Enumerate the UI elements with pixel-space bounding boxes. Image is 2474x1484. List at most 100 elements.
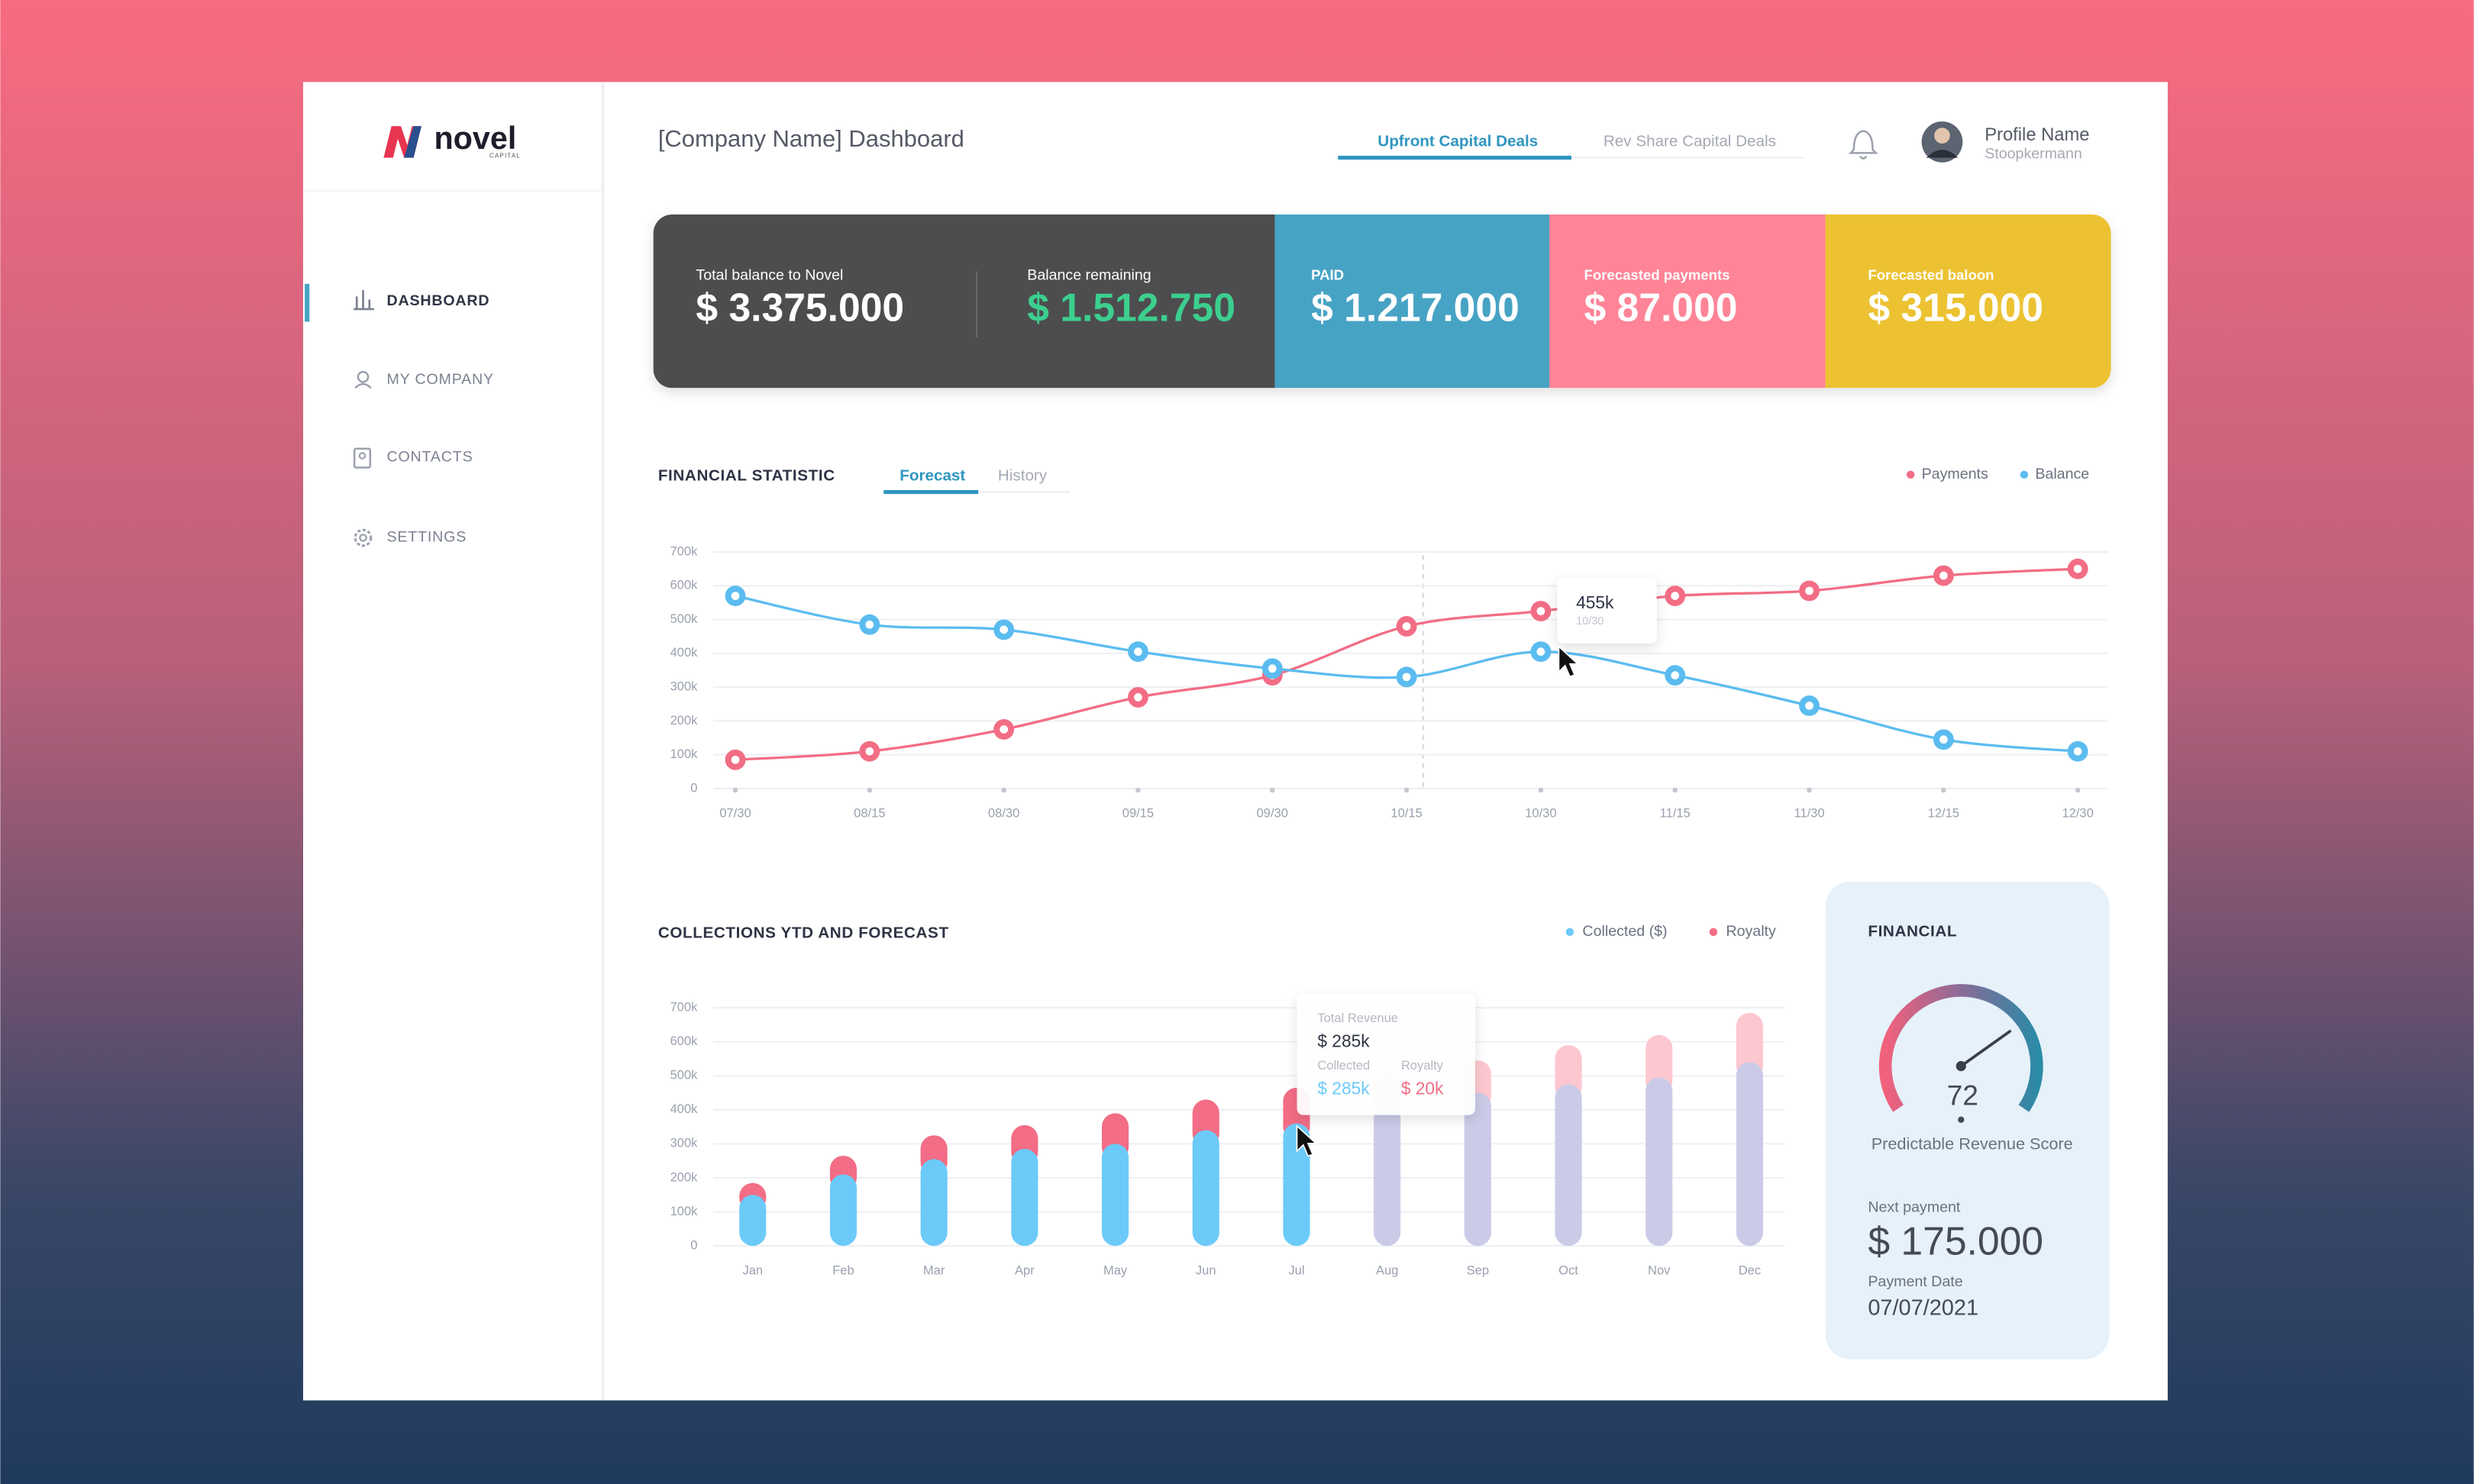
data-point-center	[731, 755, 740, 764]
y-tick-label: 100k	[670, 1204, 699, 1218]
x-tick-dot	[1403, 787, 1410, 793]
menu-icon	[354, 290, 374, 311]
card-paid	[1274, 214, 1550, 389]
y-tick-label: 100k	[670, 747, 699, 761]
bar-segment	[829, 1174, 858, 1247]
card-label: Balance remaining	[1027, 267, 1151, 284]
menu-dashboard[interactable]: DASHBOARD	[354, 290, 489, 311]
tooltip-value: $ 20k	[1401, 1079, 1444, 1098]
x-tick-label: Aug	[1376, 1263, 1398, 1277]
y-tick-label: 600k	[670, 578, 699, 592]
payment-date-label: Payment Date	[1868, 1273, 1962, 1290]
data-point-center	[1134, 647, 1142, 657]
gauge-arc	[1878, 984, 2043, 1112]
legend-dot	[1709, 928, 1718, 937]
next-payment-label: Next payment	[1868, 1199, 1961, 1216]
tooltip-total: $ 285k	[1317, 1031, 1370, 1051]
cursor	[1558, 645, 1580, 678]
bar-segment	[1283, 1123, 1310, 1247]
x-tick-label: Jun	[1196, 1263, 1216, 1277]
y-tick-label: 0	[690, 780, 697, 795]
x-tick-label: 11/30	[1794, 805, 1824, 820]
panel-title: FINANCIAL	[1868, 922, 1957, 940]
y-tick-label: 400k	[670, 1102, 699, 1116]
bar-segment	[1736, 1062, 1763, 1247]
x-tick-dot	[1538, 787, 1544, 793]
bar-segment	[1374, 1105, 1401, 1247]
menu-icon	[357, 370, 370, 383]
bar-segment	[1011, 1149, 1038, 1247]
x-tick-label: 11/15	[1660, 805, 1691, 820]
profile[interactable]: Profile Name Stoopkermann	[1921, 121, 2090, 163]
x-tick-label: Sep	[1467, 1263, 1489, 1277]
legend-label: Balance	[2035, 466, 2089, 482]
page-title: [Company Name] Dashboard	[658, 125, 964, 152]
logo[interactable]: novel CAPITAL	[383, 121, 521, 160]
x-tick-label: 10/15	[1390, 805, 1422, 820]
chart-title: FINANCIAL STATISTIC	[658, 466, 835, 484]
x-tick-dot	[1269, 787, 1275, 793]
payment-date-value: 07/07/2021	[1868, 1295, 1978, 1320]
deal-tab-active[interactable]: Upfront Capital Deals	[1377, 132, 1538, 150]
x-tick-label: Oct	[1558, 1263, 1578, 1277]
x-tick-label: 08/30	[988, 805, 1019, 820]
menu-icon	[358, 452, 367, 460]
summary-cards	[653, 214, 2111, 389]
y-tick-label: 500k	[670, 611, 699, 626]
y-tick-label: 200k	[670, 713, 699, 727]
data-point-center	[1000, 725, 1009, 734]
card-forecasted-payments	[1549, 214, 1826, 389]
legend-dot	[1906, 470, 1915, 479]
data-point-center	[2073, 747, 2082, 756]
bar-segment	[1192, 1130, 1219, 1247]
x-tick-label: Jul	[1288, 1263, 1304, 1277]
menu-contacts[interactable]: CONTACTS	[353, 447, 473, 469]
x-tick-label: Mar	[923, 1263, 945, 1277]
card-label: Forecasted baloon	[1868, 266, 1994, 282]
bar-segment	[1646, 1077, 1673, 1247]
tooltip	[1557, 577, 1657, 644]
notification-bell[interactable]	[1848, 130, 1878, 160]
chart-tab[interactable]: History	[998, 466, 1048, 484]
x-tick-label: May	[1103, 1263, 1128, 1277]
chart-tab-active[interactable]: Forecast	[899, 466, 965, 484]
tooltip-title: Total Revenue	[1317, 1011, 1398, 1025]
card-label: PAID	[1311, 266, 1344, 282]
x-tick-dot	[1135, 787, 1141, 793]
menu-icon	[353, 447, 372, 469]
x-tick-label: 08/15	[854, 805, 885, 820]
y-tick-label: 300k	[670, 1136, 699, 1150]
x-tick-label: Apr	[1015, 1263, 1035, 1277]
menu-settings[interactable]: SETTINGS	[354, 528, 467, 547]
line-chart: 0 100k 200k 300k 400k 500k 600k 700k 07/30 08/15 0…	[670, 466, 2108, 820]
bell-icon	[1848, 130, 1878, 154]
card-value: $ 87.000	[1584, 286, 1737, 330]
x-tick-dot	[1001, 787, 1006, 793]
bar-segment	[1646, 1034, 1673, 1095]
card-forecasted-baloon	[1825, 214, 2111, 389]
bell-icon	[1859, 155, 1868, 160]
card-label: Total balance to Novel	[696, 267, 843, 284]
x-tick-label: Nov	[1648, 1263, 1671, 1277]
gauge-needle	[1959, 1030, 2012, 1068]
tooltip-label: Royalty	[1401, 1058, 1444, 1073]
data-point-center	[1939, 735, 1948, 744]
menu-item: CONTACTS	[386, 448, 473, 465]
deal-tab[interactable]: Rev Share Capital Deals	[1604, 132, 1776, 150]
next-payment-value: $ 175.000	[1868, 1219, 2043, 1263]
legend-dot	[1565, 928, 1575, 937]
avatar-face	[1934, 127, 1950, 144]
y-tick-label: 200k	[670, 1169, 699, 1184]
menu-company[interactable]: MY COMPANY	[354, 370, 494, 389]
card-label: Forecasted payments	[1584, 266, 1730, 282]
menu-item: MY COMPANY	[386, 371, 493, 388]
card-value: $ 1.217.000	[1311, 286, 1520, 330]
card-value: $ 1.512.750	[1027, 286, 1235, 330]
x-tick-label: 12/15	[1928, 805, 1959, 820]
data-point-center	[1402, 622, 1411, 631]
y-tick-label: 700k	[670, 544, 699, 558]
profile-name: Profile Name	[1985, 124, 2089, 145]
legend-label: Royalty	[1726, 923, 1776, 940]
y-tick-label: 400k	[670, 645, 699, 660]
x-tick-dot	[867, 787, 873, 793]
